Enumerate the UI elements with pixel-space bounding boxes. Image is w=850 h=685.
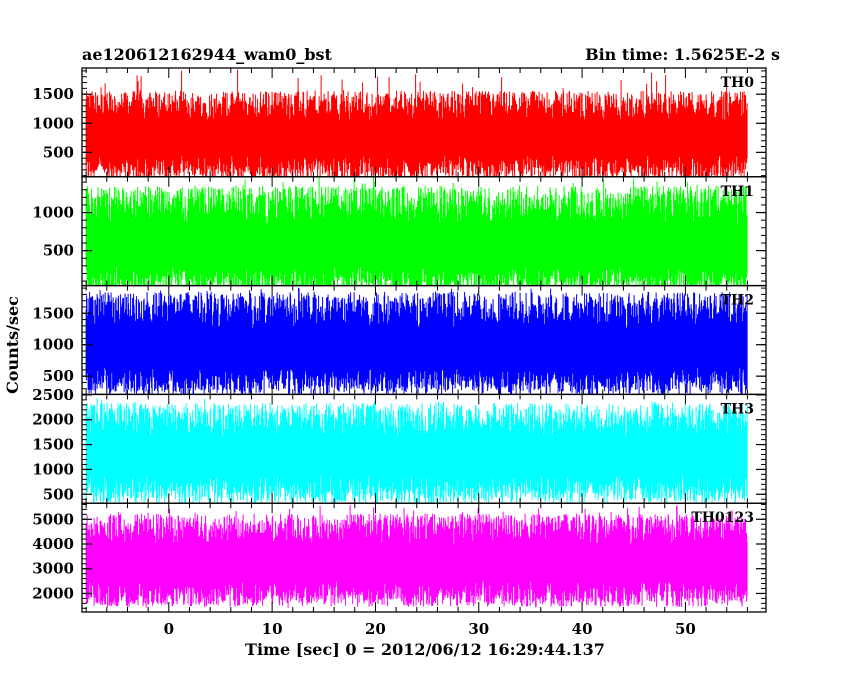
y-tick-label: 1000: [32, 336, 74, 354]
x-tick-label: 10: [262, 620, 283, 638]
x-tick-label: 40: [572, 620, 593, 638]
series-th3-core: [86, 440, 748, 472]
x-tick-label: 30: [468, 620, 489, 638]
y-tick-label: 2500: [32, 386, 74, 404]
panel-th3: 500 1000 1500 2000 2500 TH3: [32, 386, 767, 504]
panel-th1: 500 1000 TH1: [32, 176, 767, 287]
panel-th0: 500 1000 1500 TH0: [32, 67, 767, 178]
panel-label-th1: TH1: [721, 184, 754, 200]
y-tick-label: 500: [43, 143, 74, 161]
y-tick-label: 2000: [32, 584, 74, 602]
panel-th2: 500 1000 1500 TH2: [32, 284, 767, 396]
series-th0-core: [86, 124, 748, 153]
panel-frame: [81, 502, 767, 613]
x-tick-label: 50: [675, 620, 696, 638]
panel-label-th2: TH2: [721, 293, 754, 309]
y-tick-label: 1500: [32, 436, 74, 454]
y-tick-label: 1500: [32, 304, 74, 322]
y-tick-label: 1000: [32, 204, 74, 222]
panel-label-th0123: TH0123: [691, 510, 754, 526]
y-tick-label: 2000: [32, 411, 74, 429]
y-tick-label: 1500: [32, 85, 74, 103]
panel-label-th3: TH3: [721, 401, 754, 417]
y-tick-label: 1000: [32, 460, 74, 478]
series-th1-core: [86, 228, 748, 262]
y-tick-label: 3000: [32, 560, 74, 578]
y-tick-label: 500: [43, 485, 74, 503]
y-tick-label: 4000: [32, 535, 74, 553]
x-axis-title: Time [sec] 0 = 2012/06/12 16:29:44.137: [245, 640, 605, 659]
x-tick-label: 0: [164, 620, 174, 638]
panel-th0123: 2000 3000 4000 5000 TH0123: [32, 502, 767, 613]
plot-title: ae120612162944_wam0_bst: [82, 45, 333, 64]
bin-time-label: Bin time: 1.5625E-2 s: [585, 45, 780, 64]
y-tick-label: 500: [43, 367, 74, 385]
panels-group: 50010001500TH05001000TH150010001500TH250…: [32, 67, 767, 638]
y-tick-label: 500: [43, 242, 74, 260]
x-tick-label: 20: [365, 620, 386, 638]
series-th0123-core: [86, 548, 748, 578]
series-th2-core: [86, 332, 748, 365]
panel-label-th0: TH0: [721, 75, 755, 91]
y-tick-label: 1000: [32, 114, 74, 132]
y-tick-label: 5000: [32, 510, 74, 528]
y-axis-title: Counts/sec: [3, 296, 22, 394]
